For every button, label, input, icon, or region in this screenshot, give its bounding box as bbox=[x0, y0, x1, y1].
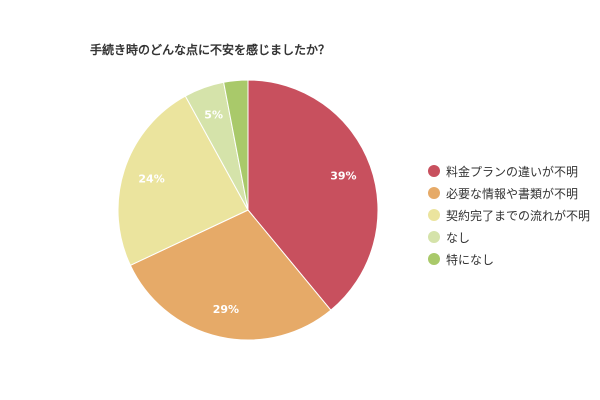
legend-marker-3 bbox=[428, 209, 440, 221]
legend-label-5: 特になし bbox=[446, 252, 495, 267]
legend-marker-5 bbox=[428, 253, 440, 265]
legend-item-2: 必要な情報や書類が不明 bbox=[428, 182, 590, 204]
pie-slice-3 bbox=[117, 95, 249, 267]
pie-slice-1 bbox=[247, 79, 379, 311]
legend-label-1: 料金プランの違いが不明 bbox=[446, 164, 579, 179]
legend-label-3: 契約完了までの流れが不明 bbox=[446, 208, 591, 223]
chart-title: 手続き時のどんな点に不安を感じましたか？ bbox=[90, 43, 331, 57]
legend-item-4: なし bbox=[428, 226, 590, 248]
legend-item-1: 料金プランの違いが不明 bbox=[428, 160, 590, 182]
legend-marker-1 bbox=[428, 165, 440, 177]
pie-slice-2 bbox=[129, 209, 332, 341]
data-label-2: 29% bbox=[213, 303, 239, 316]
legend-label-2: 必要な情報や書類が不明 bbox=[446, 186, 579, 201]
data-label-4: 5% bbox=[204, 109, 223, 122]
data-label-3: 24% bbox=[138, 173, 164, 186]
legend-label-4: なし bbox=[446, 230, 471, 245]
legend-marker-4 bbox=[428, 231, 440, 243]
legend-item-3: 契約完了までの流れが不明 bbox=[428, 204, 590, 226]
legend: 料金プランの違いが不明 必要な情報や書類が不明 契約完了までの流れが不明 なし特になし bbox=[428, 160, 590, 270]
pie-slice-5 bbox=[223, 79, 249, 211]
legend-marker-2 bbox=[428, 187, 440, 199]
legend-item-5: 特になし bbox=[428, 248, 590, 270]
data-label-1: 39% bbox=[330, 170, 356, 183]
